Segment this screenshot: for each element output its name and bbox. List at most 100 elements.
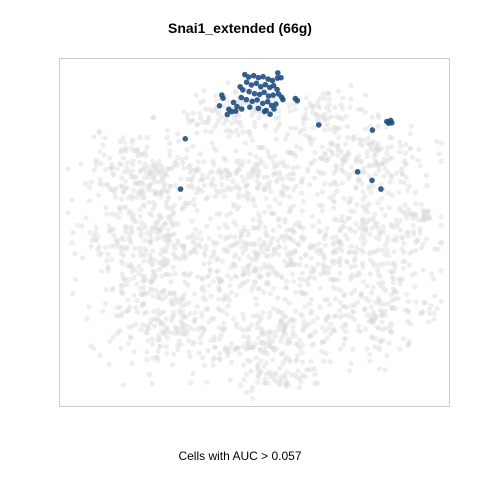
- background-cell-point: [199, 275, 205, 281]
- background-cell-point: [151, 270, 158, 276]
- background-cell-point: [374, 145, 381, 151]
- background-cell-point: [129, 323, 135, 329]
- background-cell-point: [270, 306, 277, 312]
- background-cell-point: [144, 349, 150, 355]
- background-cell-point: [312, 157, 318, 163]
- background-cell-point: [417, 230, 423, 236]
- background-cell-point: [285, 164, 291, 170]
- background-cell-point: [185, 183, 191, 189]
- background-cell-point: [255, 225, 261, 231]
- background-cell-point: [282, 219, 288, 225]
- background-cell-point: [271, 160, 277, 166]
- background-cell-point: [167, 217, 173, 223]
- background-cell-point: [341, 304, 347, 310]
- background-cell-point: [163, 326, 169, 332]
- background-cell-point: [110, 285, 116, 292]
- background-cell-point: [250, 137, 256, 143]
- background-cell-point: [382, 312, 388, 318]
- background-cell-point: [144, 323, 150, 329]
- background-cell-point: [184, 328, 190, 334]
- background-cell-point: [263, 281, 269, 287]
- background-cell-point: [337, 299, 343, 305]
- background-cell-point: [193, 190, 200, 196]
- background-cell-point: [108, 165, 114, 171]
- background-cell-point: [366, 185, 372, 191]
- background-cell-point: [333, 126, 339, 132]
- background-cell-point: [163, 199, 169, 206]
- background-cell-point: [177, 307, 183, 313]
- background-cell-point: [284, 173, 290, 179]
- background-cell-point: [258, 274, 265, 280]
- background-cell-point: [270, 264, 276, 270]
- background-cell-point: [261, 331, 267, 337]
- background-cell-point: [175, 154, 181, 160]
- background-cell-point: [201, 261, 207, 267]
- background-cell-point: [119, 290, 125, 296]
- background-cell-point: [141, 166, 147, 173]
- background-cell-point: [288, 256, 294, 262]
- background-cell-point: [286, 209, 292, 215]
- background-cell-point: [315, 116, 321, 122]
- background-cell-point: [269, 269, 276, 275]
- background-cell-point: [293, 341, 299, 347]
- background-cell-point: [253, 250, 259, 257]
- background-cell-point: [224, 117, 230, 123]
- background-cell-point: [311, 366, 318, 372]
- background-cell-point: [224, 352, 231, 359]
- background-cell-point: [246, 271, 252, 277]
- background-cell-point: [107, 185, 113, 191]
- background-cell-point: [240, 344, 246, 350]
- background-cell-point: [245, 334, 251, 340]
- background-cell-point: [225, 80, 231, 86]
- chart-caption: Cells with AUC > 0.057: [178, 449, 302, 463]
- background-cell-point: [326, 115, 332, 122]
- background-cell-point: [131, 218, 137, 224]
- background-cell-point: [280, 159, 286, 165]
- background-cell-point: [381, 326, 387, 332]
- background-cell-point: [157, 171, 163, 177]
- background-cell-point: [147, 321, 153, 327]
- background-cell-point: [380, 280, 386, 286]
- background-cell-point: [385, 190, 392, 196]
- background-cell-point: [165, 166, 171, 172]
- background-cell-point: [181, 109, 187, 115]
- background-cell-point: [233, 323, 240, 330]
- background-cell-point: [405, 206, 412, 212]
- background-cell-point: [213, 147, 219, 153]
- background-cell-point: [245, 345, 251, 351]
- background-cell-point: [276, 170, 282, 176]
- background-cell-point: [278, 319, 284, 325]
- background-cell-point: [312, 371, 318, 377]
- background-cell-point: [130, 158, 136, 164]
- background-cell-point: [341, 292, 347, 298]
- background-cell-point: [190, 237, 197, 243]
- background-cell-point: [303, 106, 309, 112]
- background-cell-point: [307, 333, 313, 339]
- background-cell-point: [118, 287, 124, 293]
- background-cell-point: [190, 173, 197, 179]
- background-cell-point: [175, 238, 181, 244]
- highlighted-cell-point: [243, 79, 250, 85]
- background-cell-point: [419, 309, 425, 315]
- background-cell-point: [438, 140, 444, 146]
- background-cell-point: [371, 162, 377, 168]
- background-cell-point: [178, 295, 184, 301]
- background-cell-point: [379, 161, 385, 167]
- background-cell-point: [225, 184, 231, 190]
- background-cell-point: [409, 154, 416, 160]
- background-cell-point: [287, 149, 293, 155]
- background-cell-point: [118, 258, 124, 264]
- background-cell-point: [308, 161, 314, 167]
- background-cell-point: [263, 360, 270, 366]
- background-cell-point: [250, 396, 256, 402]
- background-cell-point: [362, 92, 369, 98]
- background-cell-point: [157, 227, 163, 233]
- background-cell-point: [256, 253, 262, 259]
- background-cell-point: [379, 319, 385, 325]
- background-cell-point: [222, 346, 228, 352]
- background-cell-point: [324, 296, 330, 303]
- background-cell-point: [308, 308, 314, 314]
- background-cell-point: [286, 235, 292, 241]
- highlighted-cell-point: [369, 127, 376, 133]
- background-cell-point: [364, 149, 370, 155]
